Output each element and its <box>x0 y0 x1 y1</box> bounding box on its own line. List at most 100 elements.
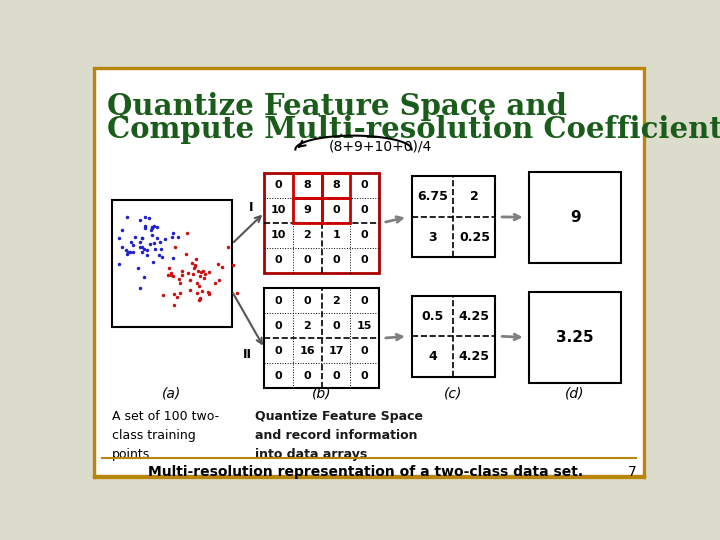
Point <box>116 243 127 252</box>
Bar <box>529 292 621 383</box>
Point <box>184 286 195 295</box>
Bar <box>264 288 379 388</box>
Text: 3.25: 3.25 <box>557 330 594 345</box>
Point <box>140 213 151 222</box>
Point <box>198 266 210 275</box>
Text: (d): (d) <box>565 387 585 401</box>
Text: 4.25: 4.25 <box>459 309 490 322</box>
Point <box>136 247 148 256</box>
Bar <box>529 292 621 383</box>
Point <box>140 221 151 230</box>
Point <box>129 233 140 241</box>
Point <box>127 240 139 249</box>
Point <box>162 271 174 280</box>
Text: 8: 8 <box>332 180 340 190</box>
Text: A set of 100 two-
class training
points: A set of 100 two- class training points <box>112 410 219 461</box>
Point <box>212 260 223 269</box>
Text: 0: 0 <box>275 370 282 381</box>
Text: 0.5: 0.5 <box>421 309 444 322</box>
Text: 3: 3 <box>428 231 437 244</box>
Text: 16: 16 <box>300 346 315 356</box>
Text: 2: 2 <box>332 295 340 306</box>
Point <box>173 274 184 283</box>
Text: 0: 0 <box>332 255 340 265</box>
Point <box>136 233 148 242</box>
Text: 0: 0 <box>275 321 282 330</box>
Text: 2: 2 <box>470 190 479 203</box>
Point <box>222 243 233 252</box>
Bar <box>529 172 621 262</box>
Point <box>174 278 186 287</box>
Text: 0: 0 <box>361 255 369 265</box>
Text: 0: 0 <box>361 295 369 306</box>
Bar <box>322 198 351 222</box>
Text: 1: 1 <box>332 230 340 240</box>
Text: Compute Multi-resolution Coefficients: Compute Multi-resolution Coefficients <box>107 115 720 144</box>
Point <box>172 233 184 242</box>
Point <box>168 289 180 298</box>
Point <box>134 243 145 252</box>
Point <box>117 225 128 234</box>
Text: 0: 0 <box>275 255 282 265</box>
Text: 0: 0 <box>275 180 282 190</box>
Bar <box>264 288 379 388</box>
Point <box>197 287 208 295</box>
Point <box>114 259 125 268</box>
Point <box>202 287 214 296</box>
Text: (a): (a) <box>162 387 181 401</box>
Point <box>153 251 165 259</box>
Text: Quantize Feature Space
and record information
into data arrays: Quantize Feature Space and record inform… <box>255 410 423 461</box>
Point <box>150 234 162 242</box>
Text: 7: 7 <box>628 465 636 479</box>
Point <box>155 245 166 253</box>
Point <box>189 261 201 269</box>
Point <box>146 224 158 232</box>
Point <box>168 300 180 309</box>
Point <box>194 282 205 291</box>
Text: 0: 0 <box>304 255 311 265</box>
Point <box>125 248 136 256</box>
Point <box>113 234 125 242</box>
Point <box>145 222 157 231</box>
Point <box>148 222 160 231</box>
Point <box>180 250 192 259</box>
Text: 0: 0 <box>332 205 340 215</box>
Point <box>141 251 153 260</box>
Point <box>157 291 168 300</box>
Text: 0.25: 0.25 <box>459 231 490 244</box>
Point <box>145 225 156 234</box>
Point <box>147 258 158 267</box>
Point <box>203 268 215 276</box>
Point <box>135 216 146 225</box>
Text: 10: 10 <box>271 230 287 240</box>
Point <box>216 262 228 271</box>
Point <box>125 238 137 246</box>
Point <box>194 272 206 280</box>
Point <box>192 279 203 288</box>
Point <box>167 229 179 238</box>
Text: 9: 9 <box>303 205 311 215</box>
Text: 0: 0 <box>361 370 369 381</box>
Point <box>127 248 138 256</box>
Point <box>138 245 150 253</box>
Point <box>194 295 205 303</box>
Point <box>168 253 179 262</box>
Text: 0: 0 <box>275 346 282 356</box>
Text: 0: 0 <box>361 180 369 190</box>
Text: 0: 0 <box>361 230 369 240</box>
Bar <box>264 173 379 273</box>
Text: 0: 0 <box>275 295 282 306</box>
Text: 2: 2 <box>304 230 311 240</box>
Point <box>136 234 148 243</box>
Point <box>144 240 156 248</box>
Point <box>139 273 150 281</box>
Point <box>148 239 160 248</box>
Text: 4: 4 <box>428 350 437 363</box>
Point <box>176 267 188 275</box>
Point <box>186 258 198 267</box>
Bar <box>412 177 495 257</box>
Point <box>151 222 163 231</box>
Text: (c): (c) <box>444 387 463 401</box>
Point <box>121 213 132 221</box>
Text: Quantize Feature Space and: Quantize Feature Space and <box>107 92 567 121</box>
